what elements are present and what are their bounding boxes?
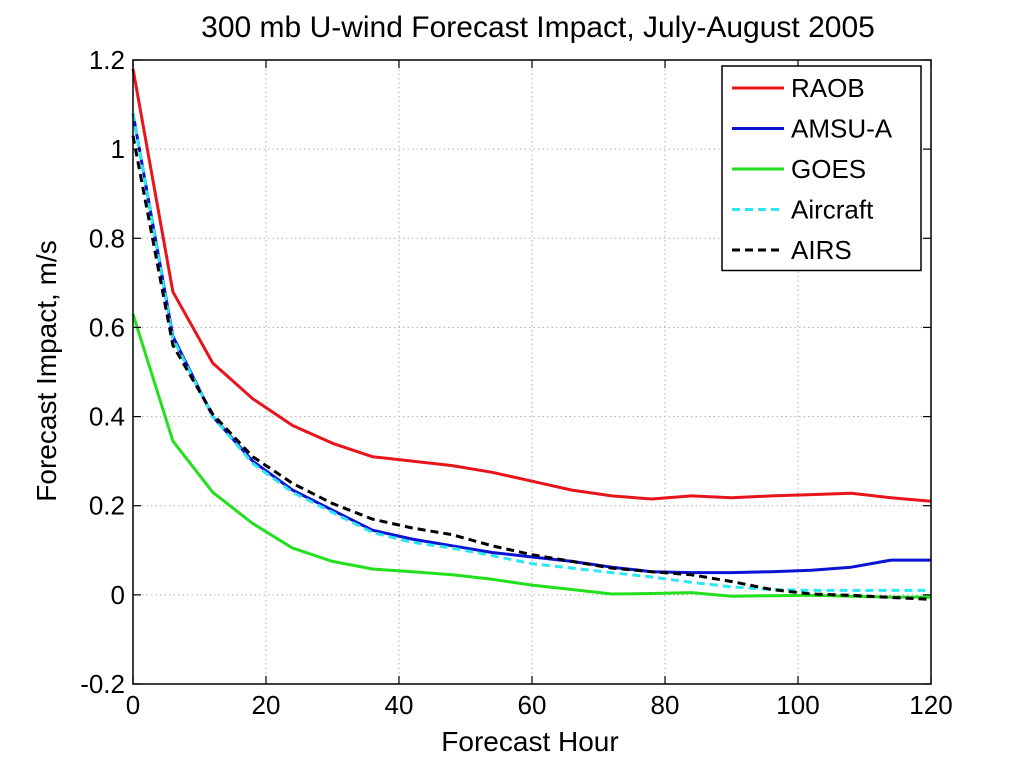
x-tick-label: 120 xyxy=(909,690,952,720)
legend-label: AMSU-A xyxy=(791,114,893,144)
y-tick-label: 0.6 xyxy=(89,312,125,342)
y-tick-label: 0.2 xyxy=(89,491,125,521)
series-layer xyxy=(131,68,932,601)
x-tick-label: 60 xyxy=(518,690,547,720)
y-tick-label: 0.8 xyxy=(89,223,125,253)
y-tick-label: 1 xyxy=(111,134,125,164)
series-line-goes xyxy=(131,313,931,599)
series-line-aircraft xyxy=(131,113,931,592)
legend-label: Aircraft xyxy=(791,195,874,225)
y-axis-label: Forecast Impact, m/s xyxy=(31,240,62,501)
series-line-amsu-a xyxy=(131,113,931,575)
legend-label: GOES xyxy=(791,154,866,184)
y-tick-label: 1.2 xyxy=(89,45,125,75)
series-line-raob xyxy=(131,68,932,503)
x-axis-label: Forecast Hour xyxy=(441,726,618,757)
ticks: 0 20 40 60 80 100 120-0.200.20.40.60.811.2 xyxy=(80,45,953,720)
legend-label: AIRS xyxy=(791,235,852,265)
y-tick-label: -0.2 xyxy=(80,669,125,699)
y-tick-label: 0.4 xyxy=(89,402,125,432)
series-line-airs xyxy=(131,135,932,601)
chart-title: 300 mb U-wind Forecast Impact, July-Augu… xyxy=(201,11,875,44)
y-tick-label: 0 xyxy=(111,580,125,610)
x-tick-label: 40 xyxy=(385,690,414,720)
legend-label: RAOB xyxy=(791,73,865,103)
x-tick-label: 80 xyxy=(651,690,680,720)
x-tick-label: 100 xyxy=(776,690,819,720)
x-tick-label: 0 xyxy=(126,690,140,720)
legend: RAOB AMSU-A GOES Aircraft AIRS xyxy=(721,65,922,272)
x-tick-label: 20 xyxy=(252,690,281,720)
